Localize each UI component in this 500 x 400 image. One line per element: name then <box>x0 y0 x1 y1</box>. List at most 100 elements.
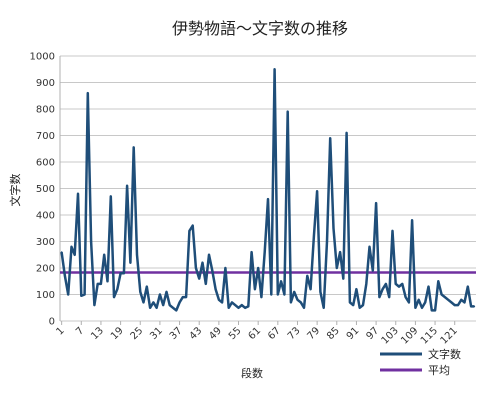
x-tick-label: 37 <box>168 325 185 342</box>
data-point <box>198 277 201 280</box>
data-point <box>447 299 449 301</box>
data-point <box>178 301 181 304</box>
data-point <box>404 296 407 298</box>
data-point <box>70 246 73 248</box>
data-point <box>260 296 263 298</box>
data-point <box>421 306 423 309</box>
data-point <box>116 288 119 291</box>
data-point <box>195 267 197 269</box>
data-point <box>123 272 125 275</box>
data-point <box>96 283 99 285</box>
legend-label: 文字数 <box>428 347 461 361</box>
x-tick-label: 7 <box>74 325 86 337</box>
data-point <box>113 296 115 298</box>
y-tick-label: 400 <box>36 211 55 222</box>
data-point <box>182 296 184 298</box>
data-point <box>408 301 410 304</box>
data-point <box>444 296 446 298</box>
data-point <box>129 261 132 264</box>
data-point <box>250 251 253 253</box>
data-point <box>345 132 348 134</box>
data-point <box>358 306 361 309</box>
data-point <box>434 309 436 312</box>
x-tick-label: 85 <box>325 325 342 342</box>
data-point <box>270 293 273 296</box>
data-point <box>313 235 315 237</box>
x-tick-label: 55 <box>227 325 244 342</box>
data-point <box>204 283 207 285</box>
data-point <box>159 293 161 296</box>
data-point <box>401 283 404 285</box>
y-tick-label: 500 <box>36 184 55 195</box>
data-point <box>473 305 476 308</box>
x-tick-label: 79 <box>305 325 322 342</box>
data-point <box>103 253 106 256</box>
legend-label: 平均 <box>428 364 450 377</box>
data-point <box>372 269 374 272</box>
data-point <box>303 306 305 309</box>
x-tick-label: 19 <box>109 325 126 342</box>
data-point <box>326 240 328 243</box>
data-point <box>460 299 463 301</box>
x-tick-label: 1 <box>54 325 66 337</box>
data-point <box>149 306 151 309</box>
data-point <box>254 288 256 291</box>
data-point <box>309 288 312 291</box>
data-point <box>208 253 210 256</box>
data-point <box>237 306 240 309</box>
data-point <box>388 296 390 298</box>
data-point <box>126 185 128 187</box>
y-tick-label: 600 <box>36 158 55 169</box>
x-axis-ticks: 1 7 13 19 25 31 37 43 49 55 61 67 73 79 85 91 9710310911… <box>54 321 460 347</box>
data-point <box>368 246 371 248</box>
data-point <box>162 304 164 306</box>
data-point <box>365 283 368 285</box>
data-point <box>332 227 335 230</box>
data-point <box>139 291 142 293</box>
data-point <box>457 304 459 306</box>
data-point <box>188 230 191 232</box>
data-point <box>280 280 282 283</box>
x-tick-label: 25 <box>129 325 146 342</box>
x-tick-label: 67 <box>266 325 283 342</box>
data-point <box>398 285 400 288</box>
x-axis-label: 段数 <box>241 366 263 380</box>
data-point <box>155 306 158 309</box>
data-point <box>322 306 325 309</box>
y-tick-label: 300 <box>36 237 55 248</box>
data-point <box>165 291 168 293</box>
data-point <box>106 280 109 283</box>
data-point <box>437 280 440 283</box>
data-point <box>391 230 394 232</box>
data-point <box>299 301 302 304</box>
x-tick-label: 61 <box>247 325 264 342</box>
data-point <box>450 301 453 304</box>
data-point <box>100 283 102 285</box>
chart-title: 伊勢物語～文字数の推移 <box>172 19 348 38</box>
data-point <box>146 285 148 288</box>
x-tick-label: 115 <box>419 325 440 346</box>
data-point <box>132 146 135 149</box>
x-tick-label: 13 <box>89 325 106 342</box>
data-point <box>290 301 292 304</box>
y-axis-ticks: 0 100 200 300 400 500 600 700 800 900 1000 <box>30 52 55 328</box>
data-point <box>257 267 259 269</box>
data-point <box>231 301 233 304</box>
data-point <box>394 283 397 285</box>
y-axis-label: 文字数 <box>8 174 22 207</box>
data-point <box>136 253 138 256</box>
data-point <box>60 251 63 253</box>
data-point <box>440 293 443 296</box>
data-point <box>109 195 112 198</box>
data-point <box>67 293 69 296</box>
y-tick-label: 800 <box>36 105 55 116</box>
data-point <box>87 92 89 94</box>
data-point <box>283 293 286 296</box>
data-point <box>385 283 387 285</box>
data-point <box>214 288 217 291</box>
y-tick-label: 100 <box>36 290 55 301</box>
data-point <box>263 251 266 253</box>
data-point <box>244 306 246 309</box>
x-tick-label: 109 <box>399 325 420 346</box>
